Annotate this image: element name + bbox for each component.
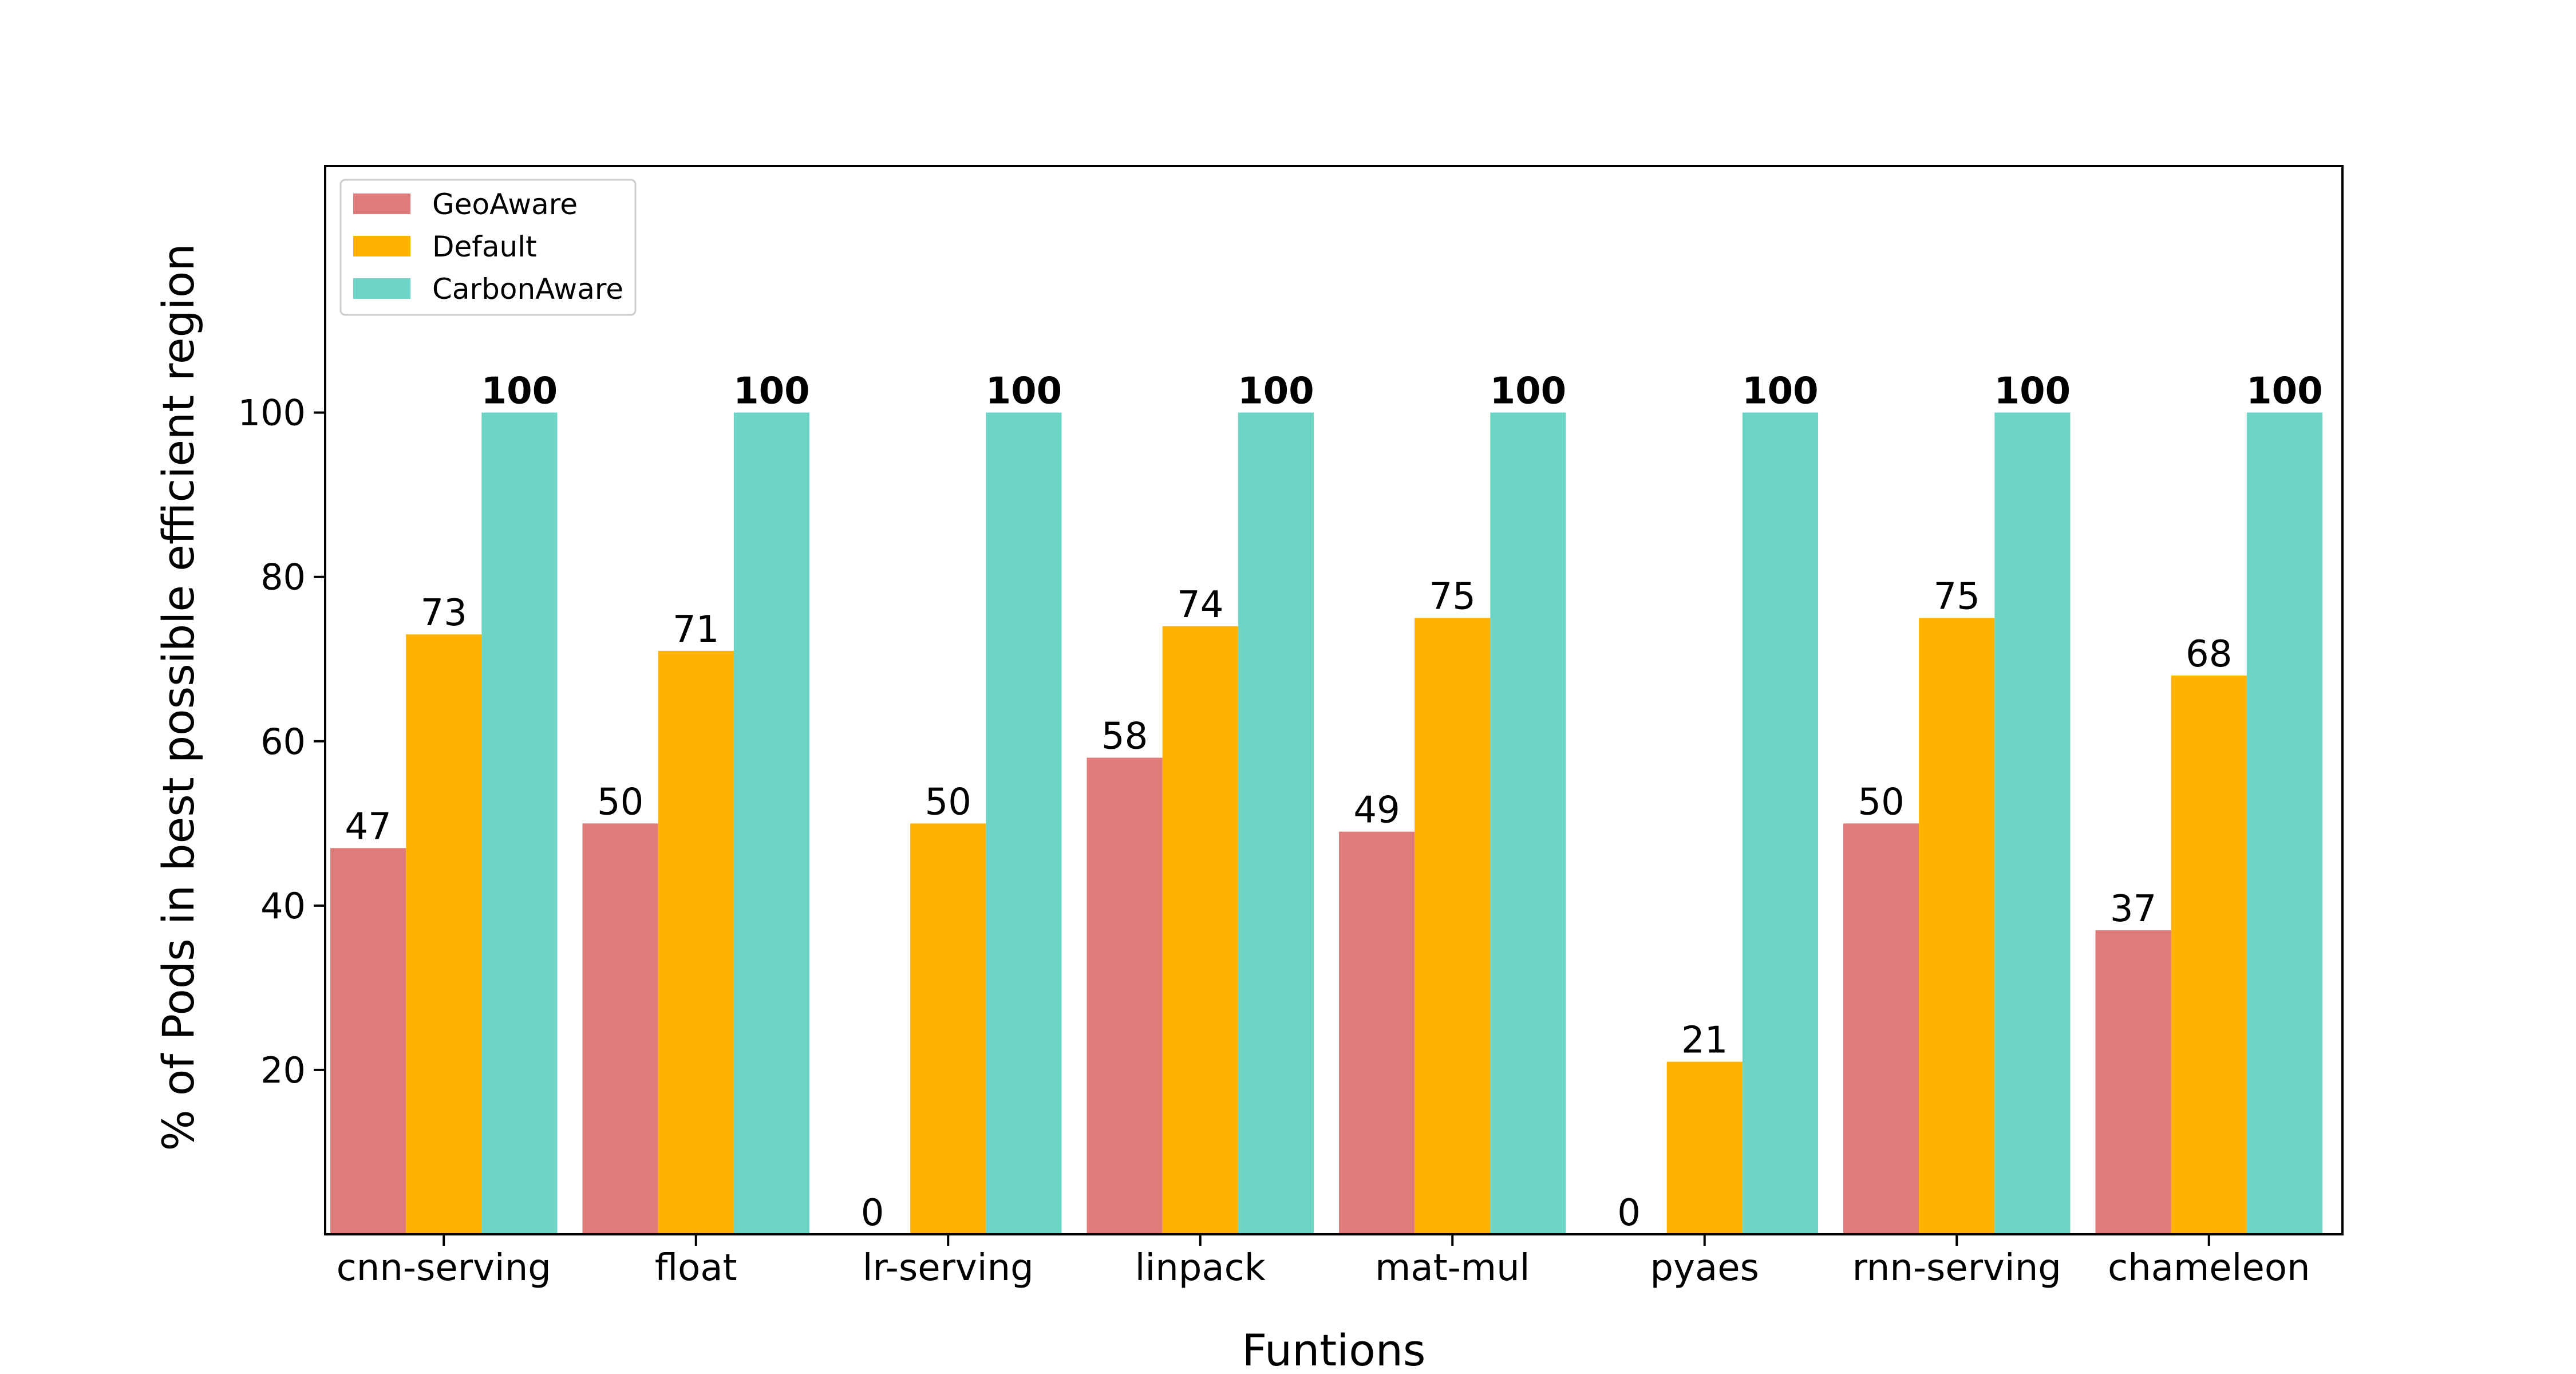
data-label-default-linpack: 74	[1177, 584, 1223, 626]
data-label-default-cnn-serving: 73	[421, 592, 467, 634]
y-tick-label: 40	[260, 885, 306, 927]
legend-swatch-carbonaware	[353, 278, 410, 299]
data-label-geoaware-mat-mul: 49	[1353, 789, 1400, 832]
bar-geoaware-mat-mul	[1339, 831, 1415, 1234]
legend: GeoAware Default CarbonAware	[339, 179, 637, 316]
data-label-default-chameleon: 68	[2186, 633, 2232, 676]
data-label-carbonaware-float: 100	[733, 370, 810, 413]
data-label-default-float: 71	[673, 609, 719, 651]
data-label-default-rnn-serving: 75	[1934, 575, 1980, 618]
legend-label-geoaware: GeoAware	[432, 188, 578, 221]
x-tick-label-lr-serving: lr-serving	[863, 1247, 1034, 1289]
data-label-geoaware-rnn-serving: 50	[1858, 781, 1904, 823]
x-axis: cnn-serving float lr-serving linpack mat-mul…	[337, 1234, 2310, 1289]
bar-default-chameleon	[2171, 675, 2247, 1234]
data-label-geoaware-cnn-serving: 47	[345, 806, 391, 848]
plot-area-frame	[324, 165, 2344, 1235]
bar-geoaware-cnn-serving	[330, 848, 406, 1234]
bar-carbonaware-mat-mul	[1490, 412, 1566, 1234]
data-label-geoaware-linpack: 58	[1101, 715, 1148, 757]
bar-carbonaware-chameleon	[2246, 412, 2322, 1234]
bar-carbonaware-pyaes	[1742, 412, 1818, 1234]
x-tick-label-linpack: linpack	[1135, 1247, 1266, 1289]
x-tick-label-chameleon: chameleon	[2108, 1247, 2310, 1289]
x-tick-label-mat-mul: mat-mul	[1375, 1247, 1530, 1289]
data-label-carbonaware-rnn-serving: 100	[1994, 370, 2071, 413]
y-axis: 20 40 60 80 100	[238, 392, 325, 1091]
data-label-geoaware-chameleon: 37	[2110, 888, 2156, 930]
bar-geoaware-linpack	[1086, 757, 1163, 1234]
data-label-carbonaware-pyaes: 100	[1742, 370, 1819, 413]
bars-layer	[330, 412, 2322, 1234]
legend-label-default: Default	[432, 230, 537, 263]
data-label-default-lr-serving: 50	[925, 781, 971, 823]
x-tick-label-rnn-serving: rnn-serving	[1852, 1247, 2061, 1289]
data-label-carbonaware-mat-mul: 100	[1490, 370, 1567, 413]
data-label-carbonaware-chameleon: 100	[2246, 370, 2323, 413]
bar-geoaware-chameleon	[2095, 930, 2171, 1234]
bar-default-cnn-serving	[406, 634, 482, 1234]
data-label-geoaware-lr-serving: 0	[861, 1192, 884, 1234]
data-label-carbonaware-cnn-serving: 100	[481, 370, 558, 413]
bar-carbonaware-linpack	[1238, 412, 1314, 1234]
bar-carbonaware-cnn-serving	[481, 412, 558, 1234]
bar-carbonaware-float	[733, 412, 809, 1234]
data-label-carbonaware-lr-serving: 100	[986, 370, 1062, 413]
bar-default-pyaes	[1666, 1061, 1743, 1234]
x-tick-label-pyaes: pyaes	[1650, 1247, 1759, 1289]
x-tick-label-float: float	[655, 1247, 737, 1289]
data-label-geoaware-pyaes: 0	[1617, 1192, 1641, 1234]
bar-default-rnn-serving	[1919, 618, 1995, 1234]
y-axis-title: % of Pods in best possible efficient reg…	[153, 243, 204, 1151]
bar-default-float	[658, 650, 734, 1234]
legend-swatch-default	[353, 236, 410, 256]
bar-geoaware-rnn-serving	[1843, 823, 1919, 1234]
bar-default-mat-mul	[1415, 618, 1491, 1234]
legend-label-carbonaware: CarbonAware	[432, 273, 623, 306]
data-label-carbonaware-linpack: 100	[1238, 370, 1314, 413]
data-label-default-mat-mul: 75	[1429, 575, 1476, 618]
y-tick-label: 80	[260, 556, 306, 598]
bar-carbonaware-lr-serving	[986, 412, 1062, 1234]
y-tick-label: 100	[238, 392, 306, 434]
bar-default-lr-serving	[910, 823, 986, 1234]
legend-box	[339, 179, 637, 316]
y-tick-label: 60	[260, 721, 306, 763]
data-label-geoaware-float: 50	[597, 781, 643, 823]
bar-carbonaware-rnn-serving	[1994, 412, 2071, 1234]
x-tick-label-cnn-serving: cnn-serving	[337, 1247, 551, 1289]
legend-swatch-geoaware	[353, 194, 410, 214]
bar-default-linpack	[1162, 626, 1238, 1234]
y-tick-label: 20	[260, 1049, 306, 1091]
bar-geoaware-float	[582, 823, 658, 1234]
data-labels-layer: 47 73 100 50 71 100 0 50 100 58 74 100 49 75 100 0 21 100…	[345, 370, 2322, 1234]
data-label-default-pyaes: 21	[1681, 1020, 1728, 1062]
x-axis-title: Funtions	[1242, 1325, 1425, 1374]
